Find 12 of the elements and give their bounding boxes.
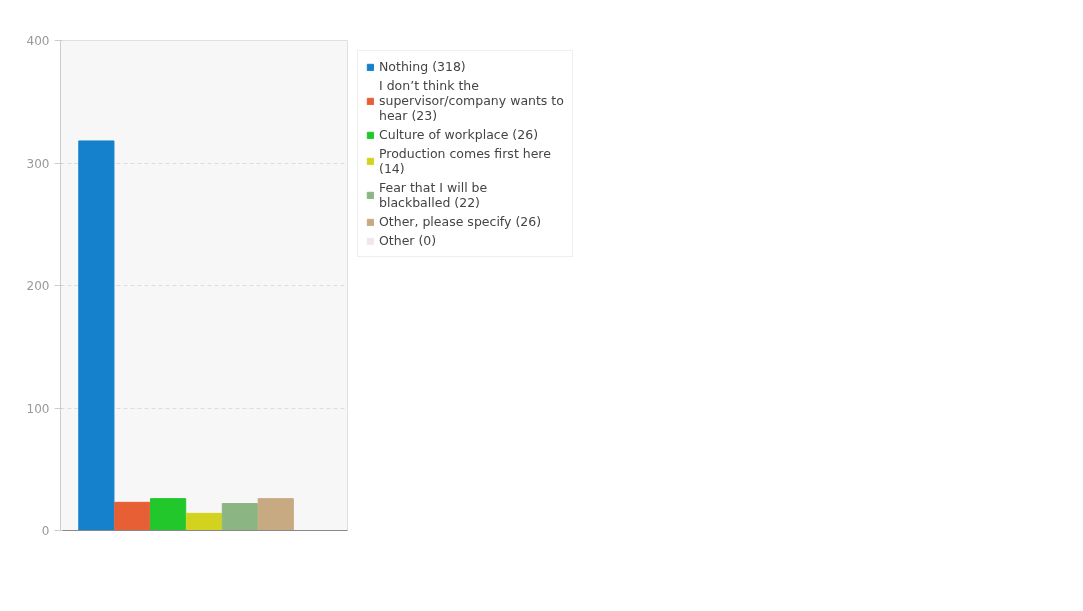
y-tick-label: 200 — [26, 279, 50, 293]
legend-label: Other, please specify (26) — [379, 214, 542, 229]
y-tick-label: 400 — [26, 34, 50, 48]
y-tick-label: 100 — [26, 401, 50, 416]
legend-label: Fear that I will be blackballed (22) — [379, 180, 488, 210]
legend-label: Other (0) — [379, 233, 437, 248]
legend-label: I don’t think the supervisor/company wants to hear (23) — [379, 78, 564, 123]
legend-label: Production comes first here (14) — [379, 146, 551, 176]
y-tick-label: 300 — [26, 156, 50, 171]
legend-label: Culture of workplace (26) — [379, 127, 539, 142]
y-tick-label: 0 — [41, 524, 50, 538]
legend-label: Nothing (318) — [379, 59, 466, 74]
